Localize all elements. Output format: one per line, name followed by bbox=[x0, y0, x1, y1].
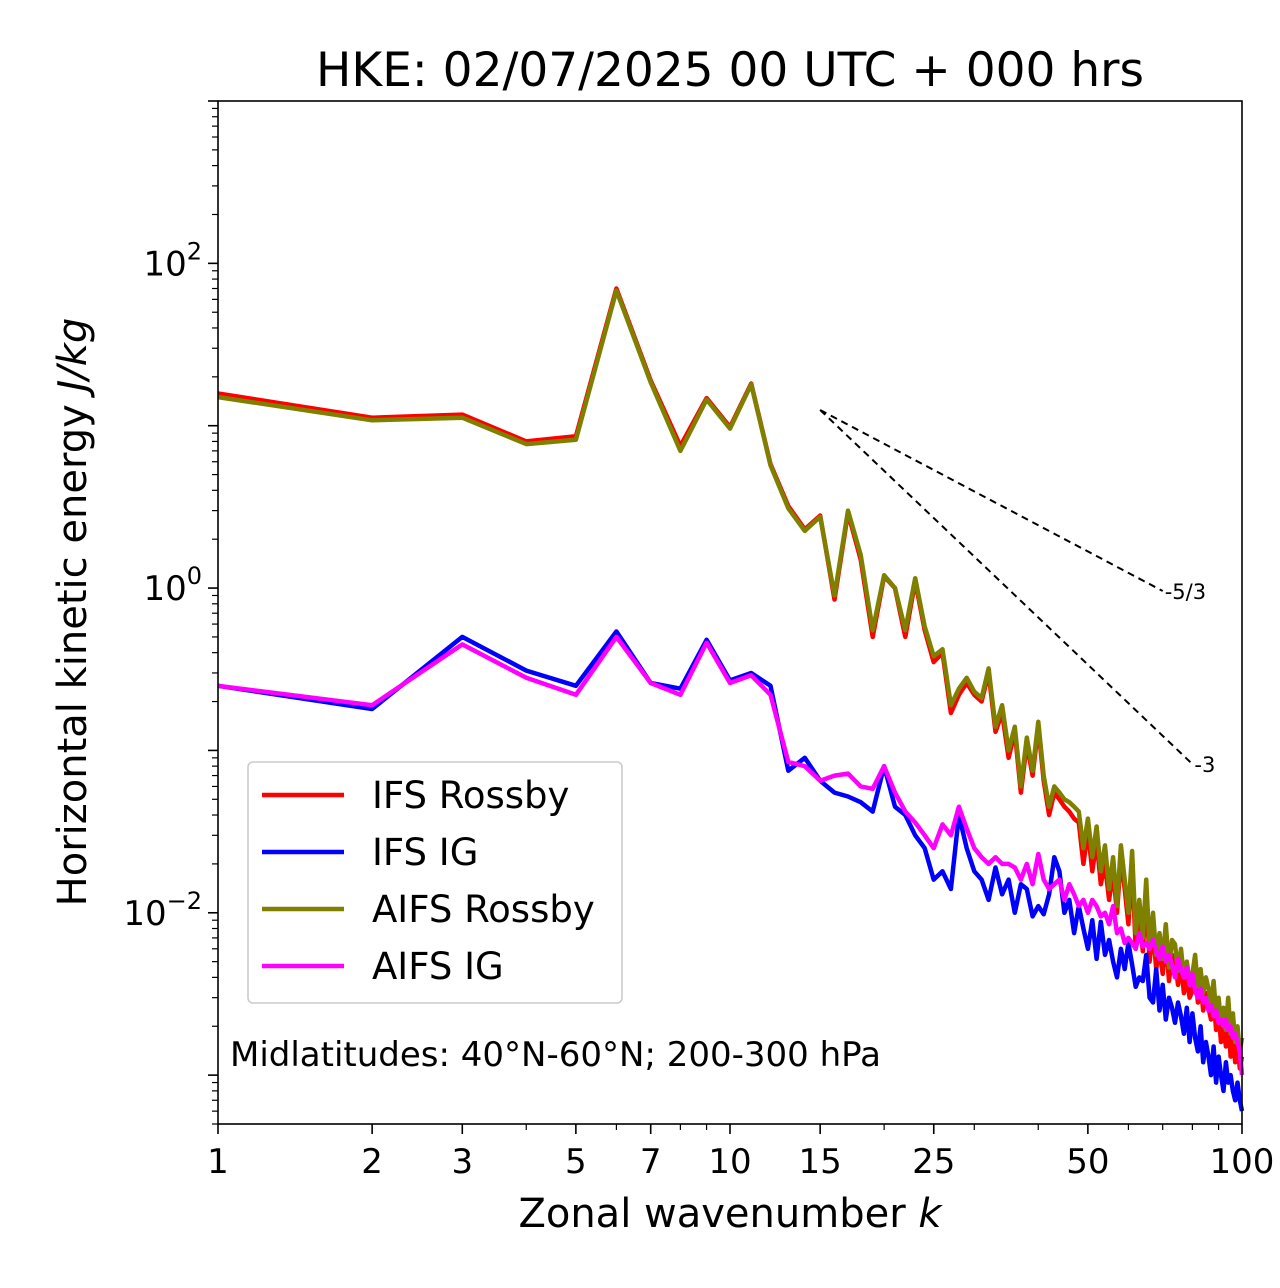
y-axis-ticks: 102 100 10−2 bbox=[123, 100, 218, 1125]
x-tick-label: 25 bbox=[912, 1142, 955, 1182]
y-axis-label-units: J/kg bbox=[50, 318, 96, 399]
legend-box bbox=[247, 761, 623, 1004]
x-tick-label: 10 bbox=[708, 1142, 751, 1182]
x-tick-label: 7 bbox=[640, 1142, 662, 1182]
series-line-aifs-rossby bbox=[217, 288, 1245, 1054]
x-tick-label: 100 bbox=[1210, 1142, 1275, 1182]
x-tick-label: 3 bbox=[451, 1142, 473, 1182]
series-line-ifs-ig bbox=[217, 629, 1245, 1112]
y-axis-label-text: Horizontal kinetic energy bbox=[50, 392, 96, 907]
reference-line-label: -5/3 bbox=[1165, 580, 1206, 604]
y-axis-label: Horizontal kinetic energy J/kg bbox=[50, 318, 96, 907]
x-tick-label: 5 bbox=[565, 1142, 587, 1182]
y-tick-label: 100 bbox=[143, 562, 202, 609]
x-tick-label: 1 bbox=[207, 1142, 229, 1182]
y-tick-label: 10−2 bbox=[123, 887, 202, 934]
x-tick-label: 15 bbox=[799, 1142, 842, 1182]
y-tick-label: 102 bbox=[143, 237, 202, 284]
x-axis-label: Zonal wavenumber k bbox=[518, 1191, 943, 1237]
reference-line-label: -3 bbox=[1194, 753, 1215, 777]
chart-title: HKE: 02/07/2025 00 UTC + 000 hrs bbox=[316, 43, 1144, 98]
legend-label: AIFS Rossby bbox=[372, 888, 595, 931]
x-tick-label: 50 bbox=[1066, 1142, 1109, 1182]
x-axis-label-text: Zonal wavenumber bbox=[518, 1191, 918, 1237]
legend: IFS Rossby IFS IG AIFS Rossby AIFS IG bbox=[247, 761, 623, 1004]
region-annotation: Midlatitudes: 40°N-60°N; 200-300 hPa bbox=[230, 1035, 881, 1075]
reference-line bbox=[819, 409, 1194, 765]
x-axis-ticks: 1 2 3 5 7 10 15 25 50 100 bbox=[207, 1124, 1274, 1182]
series-line-aifs-ig bbox=[217, 634, 1245, 1076]
x-axis-label-variable: k bbox=[918, 1191, 943, 1237]
legend-label: IFS Rossby bbox=[372, 774, 569, 817]
legend-label: IFS IG bbox=[372, 831, 478, 874]
reference-slope-lines: -5/3 -3 bbox=[819, 409, 1215, 777]
x-tick-label: 2 bbox=[361, 1142, 383, 1182]
legend-label: AIFS IG bbox=[372, 945, 504, 988]
data-series bbox=[217, 286, 1245, 1112]
reference-line bbox=[819, 409, 1164, 592]
